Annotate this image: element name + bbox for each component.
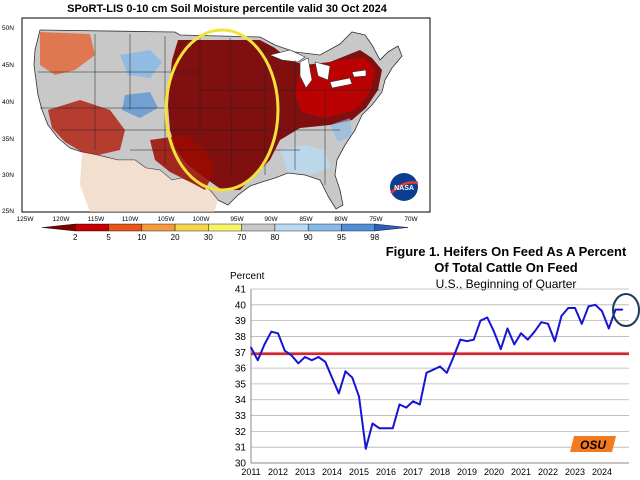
wet-patch-montana <box>120 50 162 78</box>
lon-label: 80W <box>334 216 348 223</box>
wet-patch-midatlantic <box>330 118 352 142</box>
lon-label: 70W <box>404 216 418 223</box>
legend-label: 5 <box>106 233 111 242</box>
lon-label: 105W <box>158 216 176 223</box>
wet-patch-colorado <box>122 92 158 118</box>
lat-label: 45N <box>2 62 14 69</box>
mexico-region <box>80 152 218 212</box>
nasa-logo-text: NASA <box>394 185 414 192</box>
chart-title-line1: Figure 1. Heifers On Feed As A Percent <box>385 244 627 259</box>
map-title: SPoRT-LIS 0-10 cm Soil Moisture percenti… <box>67 3 388 15</box>
dry-region-northwest <box>40 32 95 75</box>
legend-label: 30 <box>204 233 213 242</box>
legend-swatch <box>208 223 242 232</box>
chart-title-line2: Of Total Cattle On Feed <box>434 260 578 275</box>
nasa-logo: NASA <box>390 173 419 201</box>
lon-label: 110W <box>122 216 139 223</box>
legend-label: 10 <box>137 233 146 242</box>
lat-label: 30N <box>2 172 14 179</box>
legend-swatch <box>108 223 143 232</box>
lon-label: 95W <box>230 216 244 223</box>
drought-highlight-ellipse <box>164 28 280 192</box>
lat-labels: 50N 45N 40N 35N 30N 25N <box>2 25 14 215</box>
legend-swatch <box>174 223 209 232</box>
legend-label: 80 <box>270 233 279 242</box>
legend-label: 95 <box>337 233 346 242</box>
legend-swatch <box>274 223 309 232</box>
legend-swatch <box>141 223 176 232</box>
lat-label: 50N <box>2 25 14 32</box>
legend-swatch <box>75 223 109 232</box>
legend-label: 70 <box>237 233 246 242</box>
map-legend: 2 5 10 20 30 70 80 90 95 98 <box>41 223 409 242</box>
lon-label: 90W <box>264 216 278 223</box>
lon-label: 120W <box>53 216 71 223</box>
lon-label: 100W <box>193 216 211 223</box>
lat-label: 35N <box>2 136 14 143</box>
lon-label: 115W <box>88 216 105 223</box>
legend-swatch <box>341 223 375 232</box>
lon-labels: 125W 120W 115W 110W 105W 100W 95W 90W 85… <box>17 216 419 223</box>
chart-subtitle: U.S., Beginning of Quarter <box>435 277 577 291</box>
dry-region-southwest <box>48 100 125 155</box>
legend-label: 2 <box>73 233 78 242</box>
dry-region-texas <box>150 135 215 190</box>
lat-label: 40N <box>2 99 14 106</box>
legend-swatch <box>307 223 342 232</box>
legend-swatch <box>241 223 276 232</box>
map-body <box>33 29 403 212</box>
legend-swatch <box>41 223 76 232</box>
lat-label: 25N <box>2 208 14 215</box>
legend-label: 20 <box>171 233 180 242</box>
lon-label: 85W <box>299 216 313 223</box>
lon-label: 125W <box>17 216 35 223</box>
legend-label: 90 <box>304 233 313 242</box>
legend-label: 98 <box>370 233 379 242</box>
lon-label: 75W <box>369 216 383 223</box>
great-lakes <box>269 49 367 89</box>
wet-patch-southeast <box>280 145 330 175</box>
legend-swatch <box>374 223 409 232</box>
